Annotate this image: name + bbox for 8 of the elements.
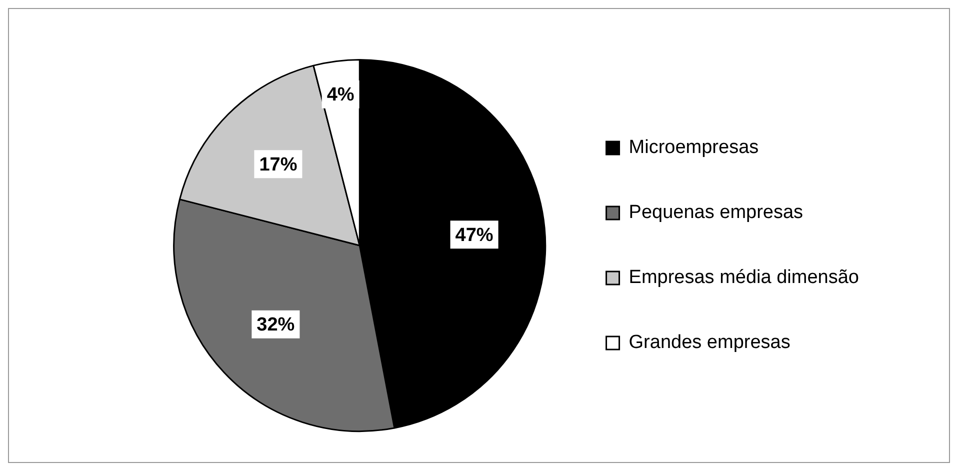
legend-label: Pequenas empresas: [628, 202, 804, 224]
data-label: 47%: [455, 224, 494, 246]
data-label: 17%: [259, 154, 298, 176]
legend-label: Grandes empresas: [628, 332, 790, 354]
data-label: 4%: [326, 84, 354, 106]
legend-label: Microempresas: [628, 137, 759, 158]
legend-label: Empresas média dimensão: [628, 267, 859, 288]
data-label: 32%: [256, 314, 295, 336]
